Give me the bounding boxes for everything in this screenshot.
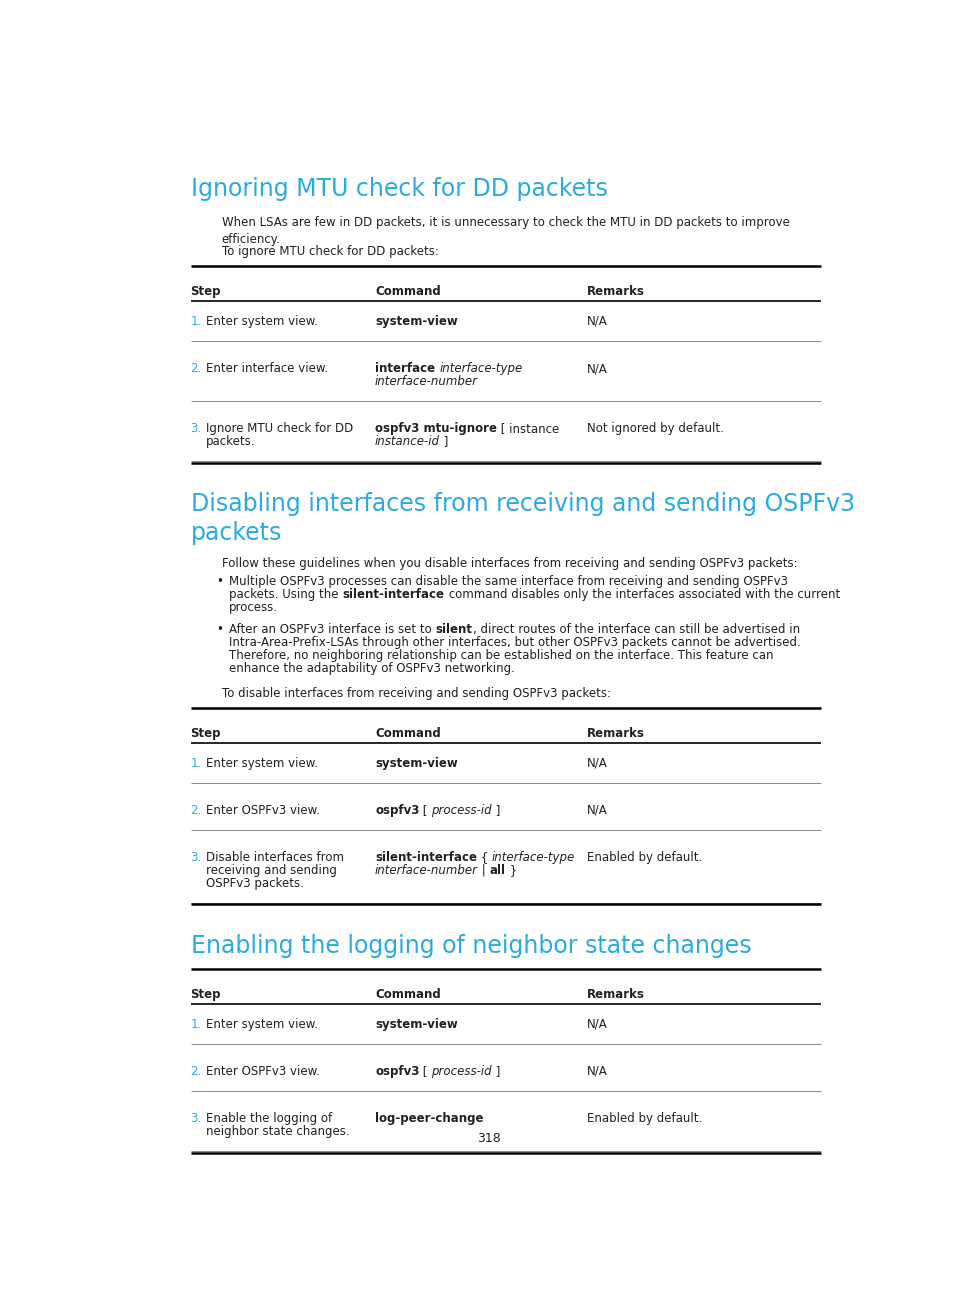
Text: Therefore, no neighboring relationship can be established on the interface. This: Therefore, no neighboring relationship c… xyxy=(229,649,773,662)
Text: Enabling the logging of neighbor state changes: Enabling the logging of neighbor state c… xyxy=(191,933,750,958)
Text: Not ignored by default.: Not ignored by default. xyxy=(587,422,723,435)
Text: Disabling interfaces from receiving and sending OSPFv3: Disabling interfaces from receiving and … xyxy=(191,492,854,516)
Text: 3.: 3. xyxy=(191,1112,201,1125)
Text: log-peer-change: log-peer-change xyxy=(375,1112,483,1125)
Text: [: [ xyxy=(419,1065,431,1078)
Text: Ignore MTU check for DD: Ignore MTU check for DD xyxy=(206,422,353,435)
Text: N/A: N/A xyxy=(587,362,607,375)
Text: Step: Step xyxy=(191,285,221,298)
Text: packets. Using the: packets. Using the xyxy=(229,588,342,601)
Text: system-view: system-view xyxy=(375,1017,457,1030)
Text: Enabled by default.: Enabled by default. xyxy=(587,851,701,864)
Text: N/A: N/A xyxy=(587,757,607,770)
Text: After an OSPFv3 interface is set to: After an OSPFv3 interface is set to xyxy=(229,623,436,636)
Text: packets.: packets. xyxy=(206,435,255,448)
Text: interface-type: interface-type xyxy=(492,851,575,864)
Text: neighbor state changes.: neighbor state changes. xyxy=(206,1125,350,1138)
Text: Remarks: Remarks xyxy=(587,727,644,740)
Text: 1.: 1. xyxy=(191,1017,202,1030)
Text: process.: process. xyxy=(229,601,278,614)
Text: 1.: 1. xyxy=(191,315,202,328)
Text: OSPFv3 packets.: OSPFv3 packets. xyxy=(206,877,304,890)
Text: N/A: N/A xyxy=(587,315,607,328)
Text: {: { xyxy=(476,851,492,864)
Text: Enter system view.: Enter system view. xyxy=(206,757,317,770)
Text: process-id: process-id xyxy=(431,1065,492,1078)
Text: Command: Command xyxy=(375,285,440,298)
Text: Command: Command xyxy=(375,727,440,740)
Text: enhance the adaptability of OSPFv3 networking.: enhance the adaptability of OSPFv3 netwo… xyxy=(229,662,515,675)
Text: N/A: N/A xyxy=(587,804,607,816)
Text: receiving and sending: receiving and sending xyxy=(206,864,336,877)
Text: Enter OSPFv3 view.: Enter OSPFv3 view. xyxy=(206,1065,319,1078)
Text: Command: Command xyxy=(375,988,440,1001)
Text: N/A: N/A xyxy=(587,1065,607,1078)
Text: Disable interfaces from: Disable interfaces from xyxy=(206,851,344,864)
Text: Enter OSPFv3 view.: Enter OSPFv3 view. xyxy=(206,804,319,816)
Text: silent-interface: silent-interface xyxy=(375,851,476,864)
Text: interface-type: interface-type xyxy=(438,362,522,375)
Text: ]: ] xyxy=(439,435,448,448)
Text: interface-number: interface-number xyxy=(375,375,477,388)
Text: Step: Step xyxy=(191,727,221,740)
Text: Ignoring MTU check for DD packets: Ignoring MTU check for DD packets xyxy=(191,178,607,201)
Text: ]: ] xyxy=(492,804,500,816)
Text: 318: 318 xyxy=(476,1131,500,1144)
Text: ]: ] xyxy=(492,1065,500,1078)
Text: |: | xyxy=(477,864,489,877)
Text: Remarks: Remarks xyxy=(587,988,644,1001)
Text: ospfv3: ospfv3 xyxy=(375,804,419,816)
Text: packets: packets xyxy=(191,521,282,544)
Text: Enter interface view.: Enter interface view. xyxy=(206,362,328,375)
Text: command disables only the interfaces associated with the current: command disables only the interfaces ass… xyxy=(444,588,839,601)
Text: Intra-Area-Prefix-LSAs through other interfaces, but other OSPFv3 packets cannot: Intra-Area-Prefix-LSAs through other int… xyxy=(229,636,801,649)
Text: instance-id: instance-id xyxy=(375,435,439,448)
Text: silent: silent xyxy=(436,623,473,636)
Text: When LSAs are few in DD packets, it is unnecessary to check the MTU in DD packet: When LSAs are few in DD packets, it is u… xyxy=(221,215,788,246)
Text: [ instance: [ instance xyxy=(497,422,558,435)
Text: Enter system view.: Enter system view. xyxy=(206,315,317,328)
Text: interface-number: interface-number xyxy=(375,864,477,877)
Text: Enter system view.: Enter system view. xyxy=(206,1017,317,1030)
Text: Follow these guidelines when you disable interfaces from receiving and sending O: Follow these guidelines when you disable… xyxy=(221,557,797,570)
Text: 3.: 3. xyxy=(191,851,201,864)
Text: ospfv3 mtu-ignore: ospfv3 mtu-ignore xyxy=(375,422,497,435)
Text: To ignore MTU check for DD packets:: To ignore MTU check for DD packets: xyxy=(221,245,438,258)
Text: •: • xyxy=(216,623,223,636)
Text: To disable interfaces from receiving and sending OSPFv3 packets:: To disable interfaces from receiving and… xyxy=(221,687,610,700)
Text: Enable the logging of: Enable the logging of xyxy=(206,1112,332,1125)
Text: Multiple OSPFv3 processes can disable the same interface from receiving and send: Multiple OSPFv3 processes can disable th… xyxy=(229,575,787,588)
Text: Enabled by default.: Enabled by default. xyxy=(587,1112,701,1125)
Text: , direct routes of the interface can still be advertised in: , direct routes of the interface can sti… xyxy=(473,623,799,636)
Text: ospfv3: ospfv3 xyxy=(375,1065,419,1078)
Text: [: [ xyxy=(419,804,431,816)
Text: N/A: N/A xyxy=(587,1017,607,1030)
Text: •: • xyxy=(216,575,223,588)
Text: silent-interface: silent-interface xyxy=(342,588,444,601)
Text: process-id: process-id xyxy=(431,804,492,816)
Text: 2.: 2. xyxy=(191,804,202,816)
Text: Step: Step xyxy=(191,988,221,1001)
Text: 2.: 2. xyxy=(191,362,202,375)
Text: all: all xyxy=(489,864,505,877)
Text: system-view: system-view xyxy=(375,315,457,328)
Text: system-view: system-view xyxy=(375,757,457,770)
Text: }: } xyxy=(505,864,517,877)
Text: 1.: 1. xyxy=(191,757,202,770)
Text: 3.: 3. xyxy=(191,422,201,435)
Text: Remarks: Remarks xyxy=(587,285,644,298)
Text: interface: interface xyxy=(375,362,438,375)
Text: 2.: 2. xyxy=(191,1065,202,1078)
